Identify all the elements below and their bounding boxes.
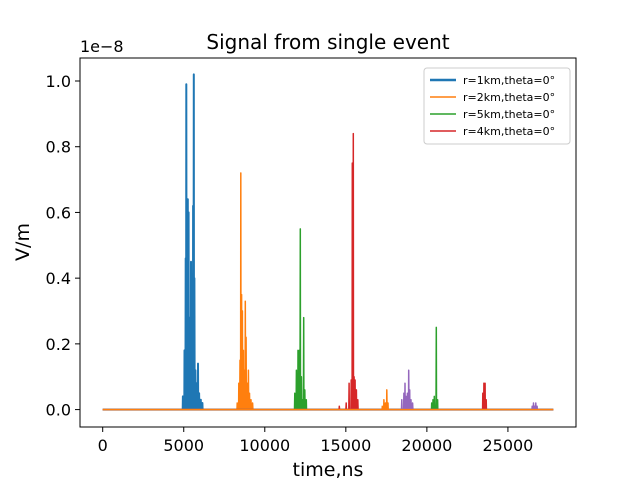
- legend-label: r=1km,theta=0°: [463, 74, 555, 87]
- x-tick-label: 25000: [482, 436, 533, 455]
- chart-title: Signal from single event: [206, 30, 449, 54]
- plot-area: [102, 73, 554, 411]
- y-tick-label: 0.8: [46, 138, 71, 157]
- x-axis-title: time,ns: [293, 459, 364, 480]
- series-line-6: [102, 389, 554, 411]
- x-tick-label: 5000: [163, 436, 204, 455]
- x-axis: 0 5000 10000 15000 20000 25000: [98, 427, 533, 455]
- x-tick-label: 10000: [239, 436, 290, 455]
- y-offset-label: 1e−8: [80, 37, 124, 56]
- series-line-2: [102, 172, 554, 411]
- legend-label: r=2km,theta=0°: [463, 91, 555, 104]
- series-line-1: [102, 73, 554, 411]
- legend-label: r=5km,theta=0°: [463, 108, 555, 121]
- y-tick-label: 0.0: [46, 401, 71, 420]
- y-axis: 0.0 0.2 0.4 0.6 0.8 1.0: [46, 72, 80, 420]
- legend-frame: [423, 67, 571, 145]
- y-tick-label: 1.0: [46, 72, 71, 91]
- y-tick-label: 0.4: [46, 269, 71, 288]
- axes-frame: [79, 57, 577, 428]
- legend: r=1km,theta=0° r=2km,theta=0° r=5km,theta=…: [423, 67, 571, 145]
- y-axis-title: V/m: [12, 223, 34, 261]
- x-tick-label: 20000: [401, 436, 452, 455]
- x-tick-label: 15000: [320, 436, 371, 455]
- y-tick-label: 0.6: [46, 203, 71, 222]
- y-tick-label: 0.2: [46, 335, 71, 354]
- series-line-3: [102, 228, 554, 411]
- legend-label: r=4km,theta=0°: [463, 125, 555, 138]
- x-tick-label: 0: [98, 436, 108, 455]
